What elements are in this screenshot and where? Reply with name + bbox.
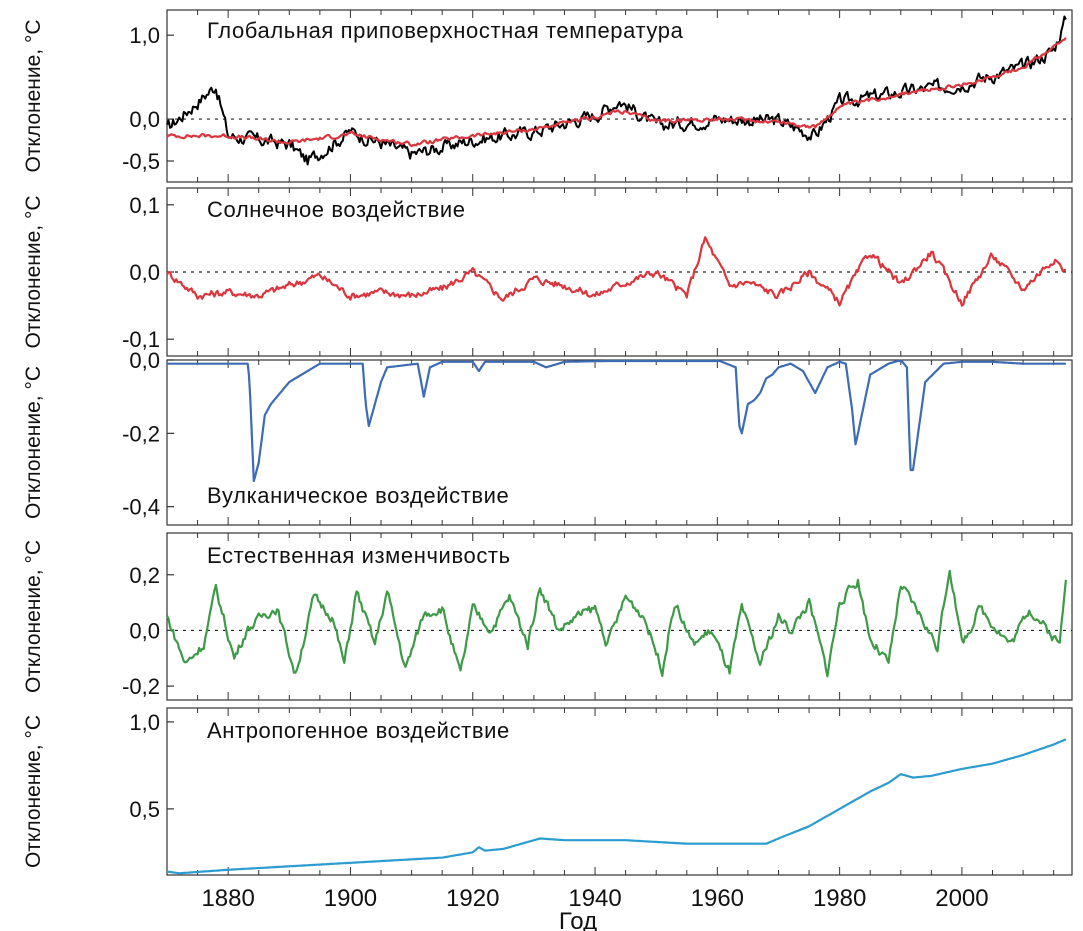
x-tick-label: 1880 (201, 885, 254, 912)
panel-frame (166, 707, 1073, 876)
series-line-1 (166, 569, 1067, 678)
x-tick-label: 1940 (568, 885, 621, 912)
y-tick-label: 1,0 (129, 710, 160, 735)
y-tick-label: 0,0 (129, 107, 160, 132)
y-axis-label: Отклонение, °C (22, 715, 45, 868)
y-tick-label: 1,0 (129, 23, 160, 48)
y-axis-label: Отклонение, °C (22, 195, 45, 348)
y-tick-label: 0,0 (129, 618, 160, 643)
y-tick-label: 0,0 (129, 348, 160, 373)
series-line-1 (167, 359, 1066, 483)
x-tick-label: 1980 (813, 885, 866, 912)
y-tick-label: -0,4 (122, 495, 160, 520)
panel-title: Антропогенное воздействие (207, 718, 510, 743)
x-tick-label: 2000 (935, 885, 988, 912)
panel-title: Естественная изменчивость (207, 543, 511, 568)
panel-5: 1,0 0,5 Отклонение, °C Антропогенное воздей… (22, 707, 1073, 876)
series-line-2 (166, 36, 1067, 148)
panel-title: Глобальная приповерхностная температура (207, 18, 684, 43)
x-tick-label: 1900 (324, 885, 377, 912)
panel-1: 1,0 0,0 -0,5 Отклонение, °C Глобальная припо… (22, 9, 1073, 183)
y-tick-label: 0,2 (129, 563, 160, 588)
y-axis-label: Отклонение, °C (22, 19, 45, 172)
series-line-1 (166, 236, 1067, 307)
panel-frame (166, 9, 1073, 183)
x-axis-label: Год (559, 908, 597, 931)
x-tick-label: 1920 (446, 885, 499, 912)
y-tick-label: -0,1 (122, 327, 160, 352)
y-axis-label: Отклонение, °C (22, 366, 45, 519)
y-tick-label: 0,5 (129, 797, 160, 822)
y-tick-label: 0,0 (129, 260, 160, 285)
y-tick-label: 0,1 (129, 193, 160, 218)
x-tick-label: 1960 (691, 885, 744, 912)
panel-3: 0,0 -0,2 -0,4 Отклонение, °C Вулканическое в… (22, 348, 1073, 526)
panel-title: Солнечное воздействие (207, 197, 466, 222)
panel-title: Вулканическое воздействие (207, 483, 509, 508)
panel-2: 0,1 0,0 -0,1 Отклонение, °C Солнечное воздей… (22, 187, 1073, 357)
y-tick-label: -0,2 (122, 421, 160, 446)
panel-4: 0,2 0,0 -0,2 Отклонение, °C Естественная изм… (22, 532, 1073, 701)
series-line-1 (166, 738, 1067, 875)
y-tick-label: -0,5 (122, 149, 160, 174)
y-tick-label: -0,2 (122, 674, 160, 699)
y-axis-label: Отклонение, °C (22, 540, 45, 693)
